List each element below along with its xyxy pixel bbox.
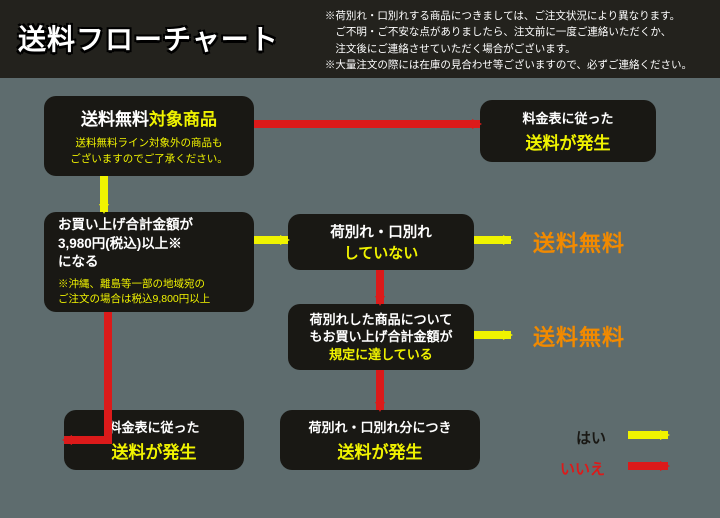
node-fee-applies-left: 料金表に従った 送料が発生 [64,410,244,470]
note-line: 注文後にご連絡させていただく場合がございます。 [325,41,692,57]
node-result-free-1: 送料無料 [511,222,647,262]
node-title: 荷別れした商品について もお買い上げ合計金額が 規定に達している [309,311,452,364]
node-line: 送料が発生 [526,129,611,154]
node-line: になる [58,254,99,269]
text-highlight: 対象商品 [149,110,217,129]
node-line: 送料が発生 [338,438,423,463]
node-not-split: 荷別れ・口別れ していない [288,214,474,270]
page-title: 送料フローチャート [18,18,279,58]
node-line: 送料が発生 [112,438,197,463]
node-line: 料金表に従った [522,108,613,127]
node-free-shipping-eligible: 送料無料対象商品 送料無料ライン対象外の商品もございますのでご了承ください。 [44,96,254,176]
node-title: 送料無料対象商品 [81,105,217,130]
node-split-meets-threshold: 荷別れした商品について もお買い上げ合計金額が 規定に達している [288,304,474,370]
node-subtext: 送料無料ライン対象外の商品もございますのでご了承ください。 [70,136,228,166]
node-subtext: ※沖縄、離島等一部の地域宛のご注文の場合は税込9,800円以上 [58,277,210,307]
note-line: ※荷別れ・口別れする商品につきましては、ご注文状況により異なります。 [325,8,692,24]
legend-no-label: いいえ [560,458,605,479]
text-white: 送料無料 [81,110,149,129]
node-line: していない [344,242,419,263]
legend-yes-label: はい [576,427,606,448]
header-notes: ※荷別れ・口別れする商品につきましては、ご注文状況により異なります。 ご不明・ご… [325,8,692,73]
node-line: 荷別れした商品について [310,312,453,327]
node-line: 荷別れ・口別れ分につき [308,417,451,436]
note-line: ※大量注文の際には在庫の見合わせ等ございますので、必ずご連絡ください。 [325,57,692,73]
node-title: お買い上げ合計金額が 3,980円(税込)以上※ になる [58,216,193,271]
node-line: 料金表に従った [108,417,199,436]
node-line: 規定に達している [329,347,433,362]
node-line: 荷別れ・口別れ [330,221,432,242]
node-line: 3,980円(税込)以上※ [58,236,182,251]
node-line: お買い上げ合計金額が [58,217,193,232]
result-text: 送料無料 [533,320,625,352]
node-total-threshold: お買い上げ合計金額が 3,980円(税込)以上※ になる ※沖縄、離島等一部の地… [44,212,254,312]
node-result-free-2: 送料無料 [511,316,647,356]
node-fee-applies-split: 荷別れ・口別れ分につき 送料が発生 [280,410,480,470]
result-text: 送料無料 [533,226,625,258]
header: 送料フローチャート ※荷別れ・口別れする商品につきましては、ご注文状況により異な… [0,0,720,78]
note-line: ご不明・ご不安な点がありましたら、注文前に一度ご連絡いただくか、 [325,24,692,40]
node-line: もお買い上げ合計金額が [309,329,452,344]
node-fee-applies-top: 料金表に従った 送料が発生 [480,100,656,162]
